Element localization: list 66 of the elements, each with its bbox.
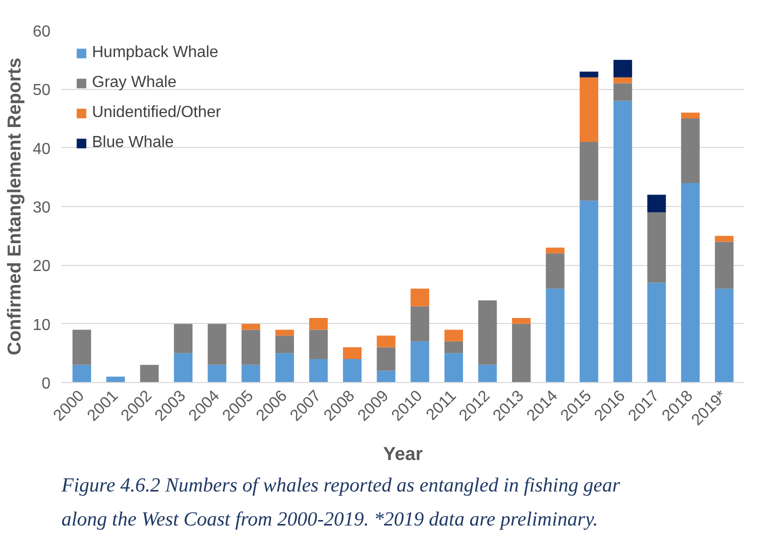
bar — [613, 60, 632, 78]
bar — [546, 253, 564, 289]
bar — [410, 306, 430, 342]
bar — [309, 359, 328, 382]
y-tick-label: 20 — [32, 258, 51, 276]
bar — [647, 194, 666, 212]
bar — [174, 353, 193, 382]
bar — [478, 364, 497, 382]
bar — [275, 336, 294, 354]
y-tick-label: 0 — [42, 376, 51, 392]
bar — [208, 364, 226, 382]
bar — [613, 83, 632, 101]
bar — [208, 324, 226, 365]
y-tick-label: 50 — [32, 82, 51, 100]
bar — [444, 341, 464, 354]
y-tick-label: 60 — [32, 24, 51, 40]
bar — [580, 142, 598, 201]
bar — [174, 324, 193, 354]
bar — [681, 112, 700, 118]
bar — [342, 359, 362, 382]
bar — [613, 100, 632, 382]
bar — [546, 248, 564, 254]
bar — [309, 318, 328, 330]
bar — [512, 324, 531, 382]
bar — [342, 347, 362, 360]
legend-label: Unidentified/Other — [92, 104, 221, 122]
bar — [275, 330, 294, 336]
bar — [242, 330, 260, 365]
bar — [714, 236, 734, 242]
bar — [444, 330, 464, 342]
bar — [410, 288, 430, 306]
bar — [714, 288, 734, 382]
x-axis-title: Year — [383, 443, 423, 464]
bar — [580, 77, 598, 142]
bar — [681, 183, 700, 382]
bar — [478, 300, 497, 365]
bar — [376, 336, 396, 348]
caption: Figure 4.6.2 Numbers of whales reported as entangled in fishing gear along the West Coast from 2000-2019. *2019 data are preliminary. — [60, 474, 620, 530]
bar — [242, 364, 260, 382]
bar — [376, 370, 396, 382]
bar — [512, 318, 531, 324]
bar — [546, 288, 564, 382]
bar — [580, 72, 598, 78]
bar — [714, 242, 734, 289]
y-axis-title: Confirmed Entanglement Reports — [4, 58, 25, 356]
bar — [72, 330, 92, 365]
y-tick-label: 30 — [32, 200, 51, 216]
bar — [309, 330, 328, 360]
bar — [242, 324, 260, 330]
legend-label: Gray Whale — [92, 74, 176, 92]
bar — [410, 341, 430, 382]
bar — [681, 118, 700, 184]
bar — [275, 353, 294, 382]
bar — [647, 212, 666, 283]
bar — [376, 347, 396, 371]
legend-label: Blue Whale — [92, 134, 174, 152]
y-tick-label: 40 — [32, 140, 51, 158]
bar — [613, 77, 632, 84]
bar — [72, 364, 92, 382]
y-tick-label: 10 — [32, 316, 51, 334]
bar — [140, 364, 159, 382]
bar — [580, 200, 598, 382]
legend-label: Humpback Whale — [92, 44, 218, 62]
bar — [106, 376, 125, 382]
bar — [647, 282, 666, 382]
bar — [444, 353, 464, 382]
